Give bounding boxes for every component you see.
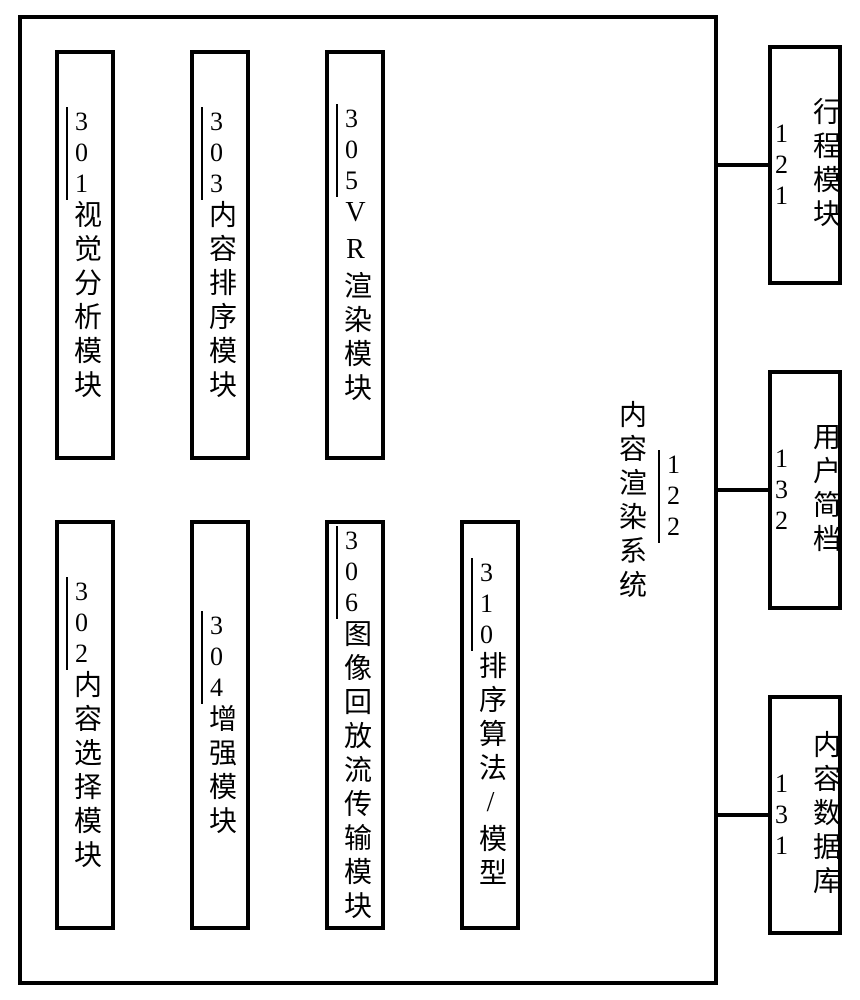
module-label: 图像回放流传输模块 [335, 619, 375, 925]
module-label: 视觉分析模块 [65, 200, 105, 404]
connector-line [718, 163, 768, 167]
external-content-db: 131 内容数据库 [768, 695, 842, 935]
external-number: 132 [766, 444, 796, 537]
external-label: 行程模块 [804, 97, 844, 233]
external-user-profile: 132 用户简档 [768, 370, 842, 610]
module-number: 304 [201, 611, 231, 704]
connector-line [718, 813, 768, 817]
external-label: 用户简档 [804, 422, 844, 558]
external-trip-module: 121 行程模块 [768, 45, 842, 285]
module-label: 内容排序模块 [200, 200, 240, 404]
module-label: 排序算法/模型 [470, 651, 510, 892]
module-rank-algorithm: 310排序算法/模型 [460, 520, 520, 930]
module-enhance: 304增强模块 [190, 520, 250, 930]
external-number: 131 [766, 769, 796, 862]
module-label: VR渲染模块 [335, 197, 375, 407]
external-number: 121 [766, 119, 796, 212]
external-label: 内容数据库 [804, 730, 844, 900]
module-number: 301 [66, 107, 96, 200]
module-content-select: 302内容选择模块 [55, 520, 115, 930]
module-visual-analysis: 301视觉分析模块 [55, 50, 115, 460]
module-content-rank: 303内容排序模块 [190, 50, 250, 460]
module-number: 305 [336, 104, 366, 197]
module-vr-render: 305VR渲染模块 [325, 50, 385, 460]
module-number: 306 [336, 526, 366, 619]
module-number: 303 [201, 107, 231, 200]
system-number: 122 [658, 450, 688, 543]
module-label: 增强模块 [200, 704, 240, 840]
module-label: 内容选择模块 [65, 670, 105, 874]
module-image-playback: 306图像回放流传输模块 [325, 520, 385, 930]
module-number: 302 [66, 577, 96, 670]
connector-line [718, 488, 768, 492]
module-number: 310 [471, 558, 501, 651]
system-label: 内容渲染系统 [610, 400, 650, 604]
